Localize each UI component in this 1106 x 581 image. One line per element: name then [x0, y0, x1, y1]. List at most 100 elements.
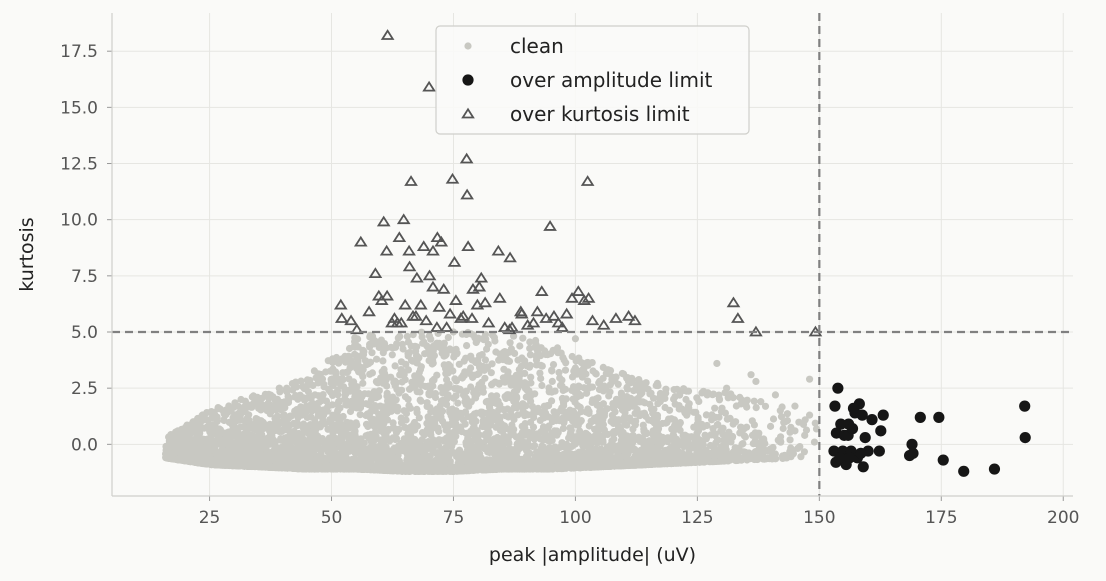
clean-point [425, 391, 433, 399]
clean-point [777, 413, 786, 421]
clean-point [280, 434, 289, 442]
clean-point [354, 360, 362, 368]
clean-point [231, 459, 239, 467]
clean-point [507, 407, 515, 415]
clean-point [532, 353, 540, 361]
clean-point [266, 410, 274, 418]
clean-point [450, 394, 458, 402]
clean-point [611, 408, 619, 416]
clean-point [428, 467, 436, 475]
clean-point [536, 369, 544, 377]
clean-point [416, 388, 424, 396]
clean-point [281, 443, 289, 451]
clean-point [488, 360, 496, 368]
clean-point [453, 452, 461, 461]
clean-point [473, 370, 482, 378]
clean-point [709, 425, 717, 433]
clean-point [401, 376, 409, 384]
clean-point [588, 359, 596, 367]
clean-point [235, 416, 243, 424]
clean-point [527, 373, 535, 381]
clean-point [231, 399, 239, 407]
clean-point [596, 424, 604, 432]
clean-point [437, 397, 446, 405]
clean-point [652, 416, 660, 424]
clean-point [550, 408, 558, 416]
clean-point [699, 387, 708, 395]
clean-point [438, 446, 446, 454]
clean-point [450, 353, 458, 361]
clean-point [423, 440, 431, 448]
clean-point [379, 349, 387, 357]
clean-point [169, 432, 177, 440]
clean-point [422, 451, 430, 459]
clean-point [539, 410, 547, 418]
clean-point [629, 425, 637, 433]
clean-point [519, 334, 527, 342]
clean-point [353, 354, 361, 362]
clean-point [413, 359, 421, 367]
clean-point [451, 418, 459, 426]
clean-point [253, 397, 262, 405]
clean-point [595, 379, 603, 387]
clean-point [288, 435, 296, 444]
clean-point [203, 416, 211, 424]
clean-point [424, 413, 432, 421]
clean-point [391, 362, 399, 370]
clean-point [408, 445, 416, 453]
clean-point [779, 424, 787, 433]
clean-point [380, 365, 388, 373]
clean-point [429, 436, 437, 444]
clean-point [532, 344, 540, 352]
clean-point [227, 447, 235, 456]
clean-point [642, 379, 650, 387]
clean-point [416, 374, 424, 382]
clean-point [513, 393, 521, 401]
clean-point [676, 419, 684, 427]
clean-point [222, 410, 230, 418]
clean-point [530, 435, 538, 443]
clean-point [332, 353, 341, 362]
clean-point [631, 419, 639, 427]
clean-point [391, 460, 399, 468]
clean-point [377, 402, 385, 410]
clean-point [797, 453, 805, 461]
clean-point [415, 453, 423, 461]
clean-point [571, 388, 579, 396]
clean-point [371, 402, 379, 410]
clean-point [341, 352, 349, 360]
clean-point [462, 438, 470, 446]
clean-point [476, 352, 484, 360]
clean-point [480, 366, 488, 374]
clean-point [783, 410, 792, 418]
clean-point [588, 398, 596, 406]
clean-point [380, 462, 388, 470]
clean-point [545, 384, 553, 392]
clean-point [701, 431, 709, 439]
clean-point [416, 443, 424, 451]
clean-point [303, 394, 311, 402]
clean-point [525, 363, 534, 371]
clean-point [226, 405, 235, 413]
clean-point [708, 416, 716, 424]
clean-point [389, 419, 397, 427]
clean-point [207, 425, 216, 433]
clean-point [492, 348, 500, 356]
clean-point [347, 358, 355, 366]
clean-point [358, 393, 366, 401]
clean-point [679, 431, 687, 439]
clean-point [291, 407, 299, 415]
clean-point [691, 458, 700, 466]
clean-point [576, 403, 584, 411]
clean-point [629, 438, 637, 446]
clean-point [501, 378, 509, 386]
clean-point [370, 388, 378, 396]
clean-point [454, 399, 462, 407]
clean-point [605, 392, 613, 400]
clean-point [403, 332, 411, 341]
clean-point [505, 357, 514, 365]
clean-point [500, 422, 509, 430]
clean-point [289, 386, 297, 394]
clean-point [560, 419, 568, 427]
clean-point [362, 400, 370, 408]
